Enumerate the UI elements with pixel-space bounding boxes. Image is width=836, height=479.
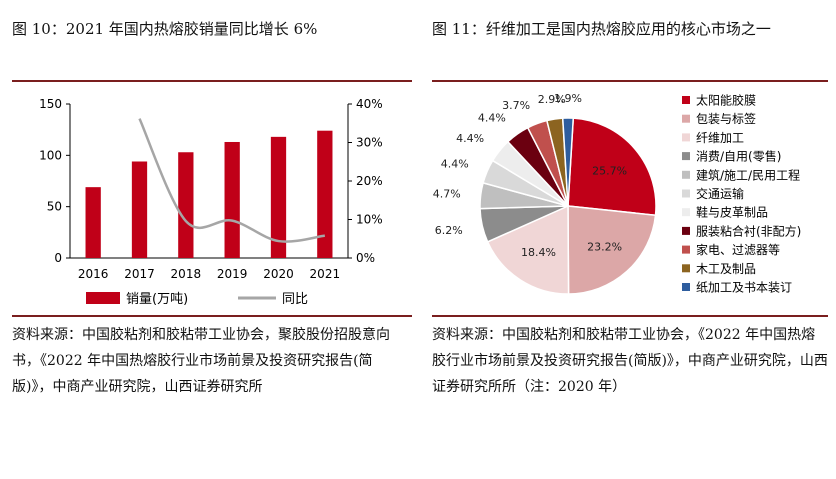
left-chart-title: 图 10：2021 年国内热熔胶销量同比增长 6%	[12, 20, 318, 38]
x-tick-label: 2018	[171, 267, 202, 281]
x-tick-label: 2017	[124, 267, 155, 281]
right-source-note: 资料来源：中国胶粘剂和胶粘带工业协会，《2022 年中国热熔胶行业市场前景及投资…	[432, 327, 828, 395]
pie-legend-swatch	[682, 245, 690, 254]
pie-legend-label: 建筑/施工/民用工程	[696, 167, 800, 182]
right-y-tick-label: 0%	[356, 251, 375, 265]
pie-legend-swatch	[682, 226, 690, 235]
pie-slice	[486, 204, 570, 295]
pie-slice	[567, 205, 657, 295]
sales-bar	[317, 130, 333, 258]
application-pie-chart: 25.7%23.2%18.4%6.2%4.7%4.4%4.4%4.4%3.7% 2…	[433, 92, 801, 295]
pie-slice-label: 6.2%	[435, 224, 463, 237]
left-title-divider	[12, 80, 412, 82]
pie-legend-swatch	[682, 133, 690, 142]
x-tick-label: 2019	[217, 267, 248, 281]
pie-slice	[561, 117, 575, 207]
pie-legend-label: 包装与标签	[696, 111, 756, 126]
right-y-tick-label: 10%	[356, 213, 383, 227]
left-source-divider	[12, 315, 412, 317]
pie-legend-label: 交通运输	[696, 186, 744, 201]
right-source-divider	[432, 315, 828, 317]
pie-legend-swatch	[682, 96, 690, 104]
right-y-tick-label: 40%	[356, 97, 383, 111]
pie-legend-swatch	[682, 264, 690, 273]
x-tick-label: 2021	[310, 267, 341, 281]
left-y-tick-label: 0	[54, 251, 62, 265]
pie-slice-label: 4.4%	[478, 112, 506, 125]
sales-combo-chart: 0 50 100 150 0% 10% 20% 30% 40% 2016 2017 2018 2019 2…	[39, 97, 383, 307]
pie-legend-label: 木工及制品	[696, 262, 756, 276]
sales-bar	[131, 161, 148, 258]
pie-slice-label: 4.4%	[456, 132, 484, 145]
left-source-note: 资料来源：中国胶粘剂和胶粘带工业协会，聚胶股份招股意向书，《2022 年中国热熔…	[12, 327, 390, 395]
pie-slice	[567, 117, 657, 217]
right-title-divider	[432, 80, 828, 82]
pie-slice-label: 1.9%	[554, 92, 582, 105]
sales-bar	[270, 136, 287, 258]
pie-legend-label: 服装粘合衬(非配方)	[696, 223, 801, 238]
left-y-tick-label: 50	[47, 200, 62, 214]
right-y-tick-label: 30%	[356, 136, 383, 150]
pie-legend-swatch	[682, 208, 690, 217]
pie-slice-label: 2.9%	[538, 93, 566, 106]
pie-legend-swatch	[682, 170, 690, 179]
pie-legend-swatch	[682, 189, 690, 198]
right-chart-title: 图 11：纤维加工是国内热熔胶应用的核心市场之一	[432, 20, 771, 38]
left-y-tick-label: 150	[39, 97, 62, 111]
pie-legend-label: 家电、过滤器等	[696, 242, 780, 257]
pie-legend-swatch	[682, 283, 690, 291]
legend-line-label: 同比	[282, 292, 308, 307]
sales-bar	[85, 187, 101, 258]
pie-legend-label: 太阳能胶膜	[696, 93, 756, 108]
pie-legend-swatch	[682, 114, 690, 123]
legend-bar-swatch	[86, 292, 120, 304]
pie-legend-swatch	[682, 152, 690, 161]
yoy-growth-line	[138, 118, 326, 243]
x-tick-label: 2020	[263, 267, 294, 281]
legend-bar-label: 销量(万吨)	[126, 292, 188, 307]
pie-slice-label: 3.7%	[502, 99, 530, 112]
pie-slice-label: 4.7%	[433, 187, 461, 200]
pie-slice-label: 4.4%	[441, 158, 469, 171]
x-tick-label: 2016	[78, 267, 109, 281]
left-y-tick-label: 100	[39, 148, 62, 162]
sales-bar	[178, 152, 194, 258]
pie-slice-label: 18.4%	[521, 246, 556, 259]
pie-slice-label: 23.2%	[587, 240, 622, 253]
pie-legend-label: 消费/自用(零售)	[696, 149, 781, 164]
sales-bar	[224, 141, 240, 258]
pie-legend-label: 纸加工及书本装订	[696, 281, 792, 295]
pie-legend-label: 纤维加工	[696, 131, 744, 145]
right-y-tick-label: 20%	[356, 174, 383, 188]
pie-legend-label: 鞋与皮革制品	[696, 205, 768, 220]
pie-slice-label: 25.7%	[592, 165, 627, 178]
